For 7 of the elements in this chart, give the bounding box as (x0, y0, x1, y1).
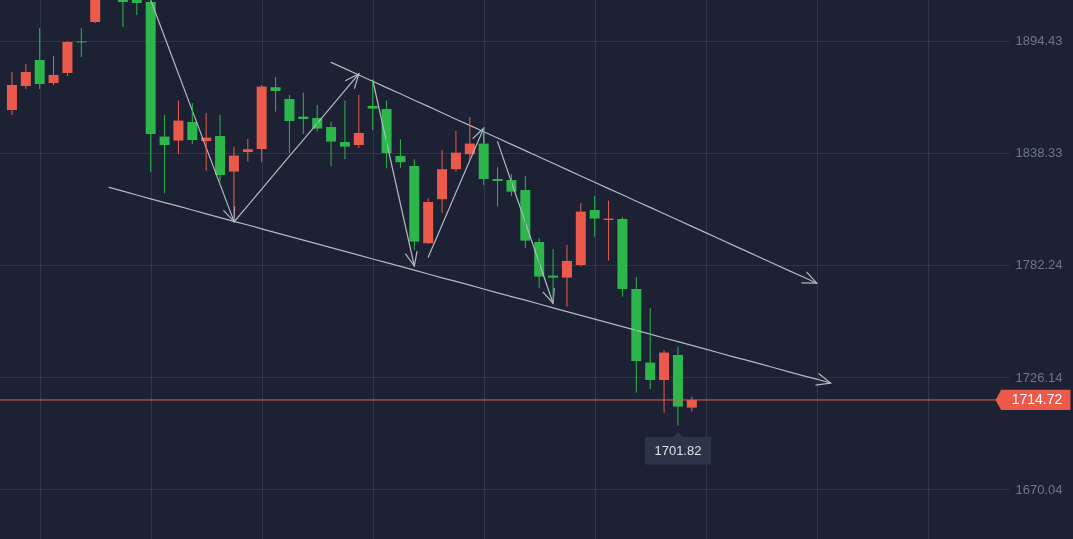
y-tick-label: 1782.24 (1015, 257, 1063, 273)
y-tick-label: 1670.04 (1015, 481, 1063, 497)
y-tick-label: 1894.43 (1015, 33, 1063, 49)
y-tick-label: 1726.14 (1015, 369, 1063, 385)
annotation: 1701.82 (654, 442, 702, 458)
ref-line-label: 1714.72 (1011, 390, 1063, 407)
y-tick-label: 1838.33 (1015, 145, 1063, 161)
